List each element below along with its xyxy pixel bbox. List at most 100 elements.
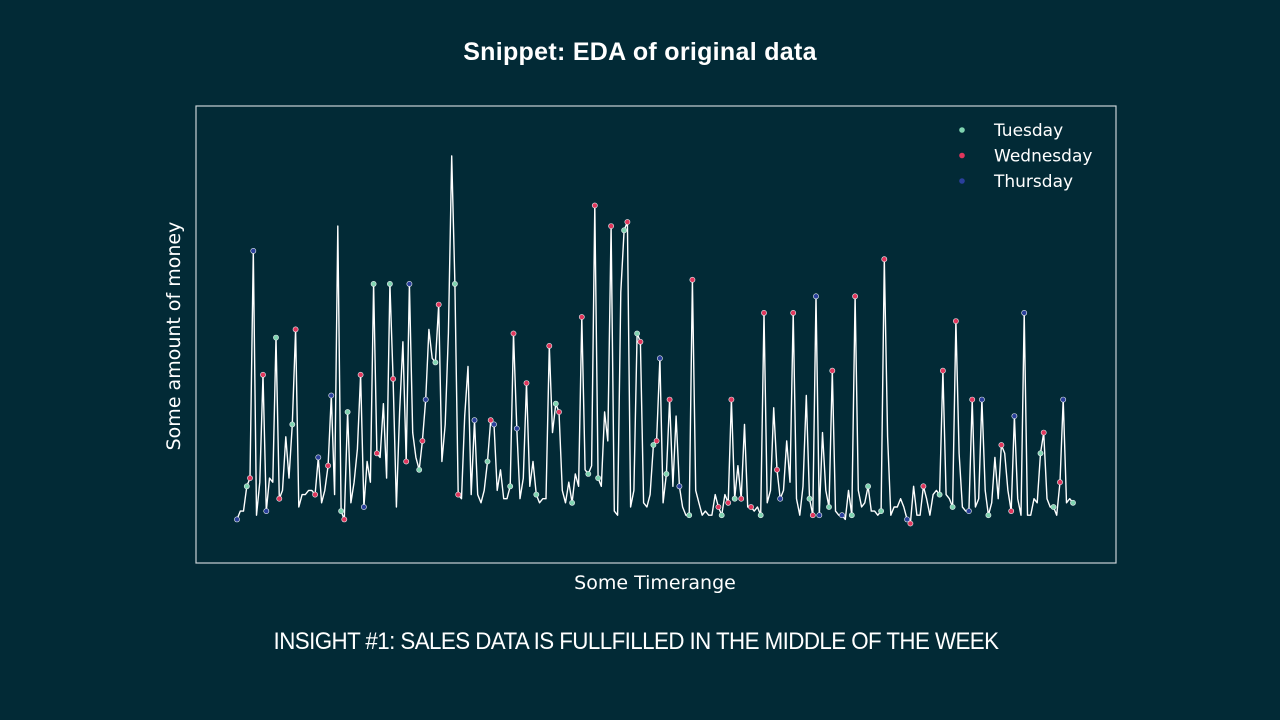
point-wednesday [738,495,745,502]
point-tuesday [552,400,559,407]
legend: Tuesday Wednesday Thursday [959,121,1092,192]
point-wednesday [510,330,517,337]
point-thursday [979,396,985,403]
point-tuesday [432,359,439,366]
point-tuesday [386,280,393,287]
point-thursday [250,247,257,254]
point-wednesday [809,512,816,519]
x-axis-label: Some Timerange [574,572,736,594]
point-wednesday [953,318,959,324]
point-wednesday [761,309,767,316]
point-tuesday [273,334,279,341]
legend-item-tuesday: Tuesday [959,121,1063,141]
point-thursday [234,516,240,523]
point-wednesday [260,371,266,378]
insight-caption: INSIGHT #1: SALES DATA IS FULLFILLED IN … [273,628,999,655]
legend-label: Wednesday [994,147,1092,167]
point-thursday [777,495,784,502]
point-tuesday [243,483,250,490]
legend-marker [959,152,965,159]
point-tuesday [1037,450,1044,457]
point-tuesday [595,475,601,481]
point-wednesday [325,462,331,469]
point-tuesday [370,280,377,287]
slide-title: Snippet: EDA of original data [463,38,817,66]
point-tuesday [878,508,884,514]
point-wednesday [907,520,914,527]
point-wednesday [829,367,836,374]
point-thursday [816,512,823,519]
point-tuesday [569,499,575,506]
point-tuesday [451,280,458,287]
point-wednesday [556,409,562,415]
point-wednesday [920,483,927,490]
point-wednesday [292,326,299,333]
point-tuesday [1050,504,1057,510]
point-wednesday [357,371,364,378]
series-line-layer [236,155,1074,525]
y-axis-label: Some amount of money [163,222,185,451]
points-layer [234,202,1076,527]
point-thursday [513,425,520,432]
point-wednesday [637,338,644,345]
point-wednesday [1057,479,1063,486]
point-thursday [1060,396,1067,403]
point-thursday [471,417,478,424]
point-wednesday [653,437,660,444]
point-thursday [839,512,845,519]
legend-label: Tuesday [993,121,1063,141]
point-wednesday [790,309,797,316]
point-tuesday [621,227,627,234]
point-tuesday [686,512,693,519]
point-tuesday [663,470,670,477]
legend-label: Thursday [993,172,1073,192]
point-wednesday [728,396,735,403]
point-wednesday [940,367,946,374]
point-wednesday [403,458,410,465]
point-tuesday [865,483,871,490]
point-tuesday [848,512,855,519]
point-tuesday [507,483,514,490]
point-thursday [263,508,270,514]
point-wednesday [341,516,348,523]
point-wednesday [591,202,598,209]
point-tuesday [757,512,764,519]
point-wednesday [969,396,976,403]
point-thursday [904,516,910,523]
point-wednesday [276,495,283,502]
point-tuesday [585,470,592,477]
point-tuesday [936,491,943,498]
legend-marker [959,178,965,184]
point-wednesday [624,219,631,225]
point-tuesday [949,504,956,510]
point-tuesday [718,512,725,519]
point-wednesday [1040,429,1047,436]
point-thursday [315,454,322,461]
point-thursday [491,421,497,428]
legend-item-wednesday: Wednesday [959,147,1092,167]
point-wednesday [608,223,614,229]
point-wednesday [998,442,1005,448]
point-tuesday [806,495,813,502]
point-thursday [1011,413,1018,419]
point-tuesday [826,504,832,510]
point-thursday [360,504,367,510]
point-tuesday [484,458,491,465]
point-tuesday [985,512,992,519]
point-wednesday [715,504,722,510]
series-line [236,155,1074,525]
point-tuesday [650,442,657,448]
point-thursday [966,508,972,514]
point-tuesday [338,508,344,514]
point-thursday [422,396,429,403]
point-thursday [657,355,663,362]
point-tuesday [289,421,296,428]
point-wednesday [546,342,553,349]
point-wednesday [312,491,318,498]
point-thursday [328,392,335,399]
point-wednesday [881,256,888,263]
point-wednesday [578,314,585,320]
point-wednesday [419,437,426,444]
point-wednesday [748,504,754,510]
